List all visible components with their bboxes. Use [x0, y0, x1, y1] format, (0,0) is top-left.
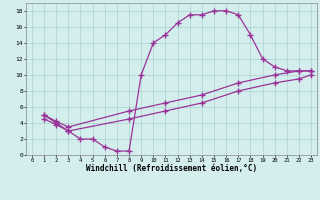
X-axis label: Windchill (Refroidissement éolien,°C): Windchill (Refroidissement éolien,°C)	[86, 164, 257, 173]
